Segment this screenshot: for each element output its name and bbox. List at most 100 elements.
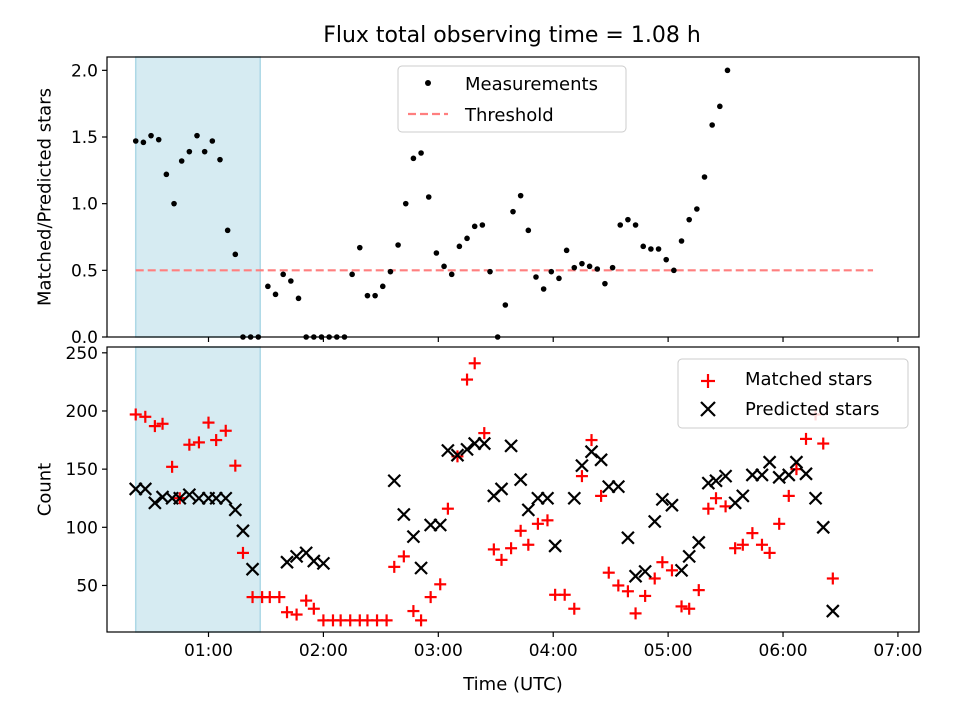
x-axis-label: Time (UTC) bbox=[462, 674, 563, 695]
predicted-stars-point bbox=[674, 563, 689, 578]
matched-stars-point bbox=[800, 432, 813, 445]
matched-stars-point bbox=[595, 489, 608, 502]
matched-stars-point bbox=[407, 605, 420, 618]
y-tick-label: 2.0 bbox=[71, 61, 98, 81]
matched-stars-point bbox=[166, 460, 179, 473]
matched-stars-point bbox=[702, 502, 715, 515]
measurements-point bbox=[272, 291, 279, 298]
measurements-point bbox=[625, 216, 631, 223]
matched-stars-point bbox=[300, 594, 313, 607]
measurements-point bbox=[171, 200, 177, 207]
measurements-point bbox=[510, 208, 516, 215]
y-tick-label: 250 bbox=[66, 344, 98, 364]
y-tick-label: 150 bbox=[66, 460, 98, 480]
measurements-point bbox=[433, 250, 440, 256]
matched-stars-point bbox=[202, 416, 215, 429]
y-tick-label: 50 bbox=[76, 576, 98, 596]
matched-stars-point bbox=[541, 514, 554, 527]
matched-stars-point bbox=[692, 584, 705, 597]
matched-stars-point bbox=[522, 538, 535, 551]
measurements-point bbox=[288, 278, 294, 284]
chart-title: Flux total observing time = 1.08 h bbox=[323, 23, 701, 48]
predicted-stars-point bbox=[477, 436, 492, 451]
matched-stars-point bbox=[621, 585, 634, 598]
measurements-point bbox=[502, 302, 509, 308]
measurements-point bbox=[349, 271, 355, 278]
matched-stars-point bbox=[397, 550, 410, 563]
highlight-span bbox=[134, 56, 261, 338]
measurements-point bbox=[709, 122, 715, 128]
measurements-point bbox=[655, 246, 662, 252]
measurements-point bbox=[201, 148, 208, 155]
measurements-point bbox=[448, 271, 455, 278]
measurements-point bbox=[678, 238, 685, 244]
matched-stars-point bbox=[478, 427, 491, 440]
x-tick-label: 01:00 bbox=[184, 641, 233, 661]
matched-stars-point bbox=[434, 578, 447, 591]
measurements-point bbox=[372, 292, 378, 299]
predicted-stars-point bbox=[138, 482, 153, 496]
matched-stars-point bbox=[210, 434, 223, 447]
matched-stars-point bbox=[729, 542, 742, 555]
matched-stars-point bbox=[441, 502, 454, 515]
predicted-stars-point bbox=[423, 518, 438, 532]
measurements-point bbox=[540, 286, 547, 292]
measurements-point bbox=[232, 251, 239, 258]
matched-stars-point bbox=[415, 614, 428, 627]
predicted-stars-point bbox=[245, 562, 260, 576]
predicted-stars-point bbox=[594, 453, 608, 467]
matched-stars-point bbox=[219, 424, 232, 437]
count-axis-ticks: 01:00 02:00 03:00 04:00 05:00 06:00 07:00 50 100… bbox=[66, 344, 923, 661]
measurements-point bbox=[471, 223, 478, 230]
measurements-point bbox=[265, 283, 271, 290]
matched-stars-point bbox=[773, 517, 786, 530]
predicted-stars-point bbox=[387, 473, 402, 488]
matched-stars-point bbox=[461, 373, 474, 386]
predicted-stars-point bbox=[504, 439, 518, 453]
matched-stars-point bbox=[514, 524, 527, 537]
measurements-point bbox=[441, 263, 447, 270]
predicted-stars-point bbox=[799, 467, 813, 481]
legend-predicted-label: Predicted stars bbox=[745, 399, 879, 420]
measurements-point bbox=[663, 256, 670, 263]
predicted-stars-point bbox=[682, 549, 696, 564]
measurements-point bbox=[648, 246, 654, 252]
predicted-stars-point bbox=[655, 492, 670, 507]
matched-stars-point bbox=[558, 588, 571, 601]
highlight-span bbox=[134, 346, 261, 633]
matched-stars-point bbox=[273, 591, 286, 604]
matched-stars-point bbox=[487, 543, 500, 556]
predicted-stars-point bbox=[280, 555, 294, 569]
predicted-stars-point bbox=[540, 491, 555, 506]
measurements-point bbox=[694, 206, 700, 212]
predicted-stars-point bbox=[548, 539, 562, 553]
predicted-stars-point bbox=[701, 476, 716, 490]
matched-stars-point bbox=[388, 560, 401, 573]
measurements-point bbox=[586, 263, 593, 270]
measurements-point bbox=[387, 268, 394, 275]
matched-stars-point bbox=[719, 500, 732, 513]
matched-stars-point bbox=[782, 489, 795, 502]
predicted-stars-point bbox=[816, 520, 831, 535]
predicted-stars-point bbox=[494, 482, 509, 496]
measurements-point bbox=[425, 194, 432, 200]
predicted-stars-point bbox=[521, 503, 536, 517]
measurements-point bbox=[556, 275, 562, 282]
matched-stars-point bbox=[281, 606, 294, 619]
x-tick-label: 02:00 bbox=[299, 641, 348, 661]
matched-stars-point bbox=[129, 408, 142, 421]
matched-stars-point bbox=[683, 602, 696, 615]
predicted-stars-point bbox=[148, 496, 162, 510]
legend-threshold-label: Threshold bbox=[464, 105, 554, 126]
matched-stars-point bbox=[505, 542, 518, 555]
y-tick-label: 0.5 bbox=[71, 261, 98, 281]
matched-stars-point bbox=[602, 566, 615, 579]
ratio-axes-frame bbox=[106, 56, 920, 338]
matched-stars-point bbox=[665, 564, 678, 577]
predicted-stars-point bbox=[647, 514, 662, 529]
matched-stars-point bbox=[817, 437, 830, 450]
legend-matched-label: Matched stars bbox=[745, 369, 872, 390]
predicted-stars-point bbox=[755, 468, 769, 482]
measurements-point bbox=[295, 295, 302, 302]
predicted-stars-point bbox=[621, 530, 635, 545]
